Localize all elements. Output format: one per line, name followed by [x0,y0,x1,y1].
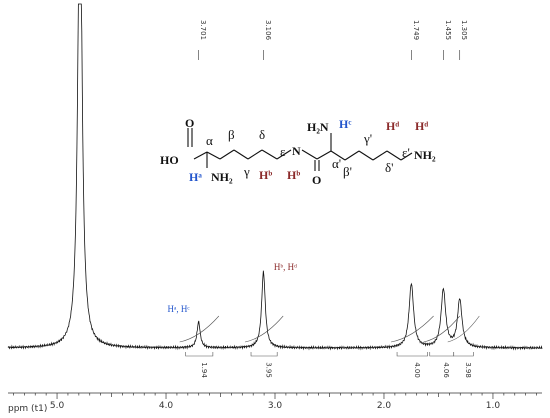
peak-shift-label: 1.455 [444,20,452,40]
label-nh: N [292,144,301,158]
label-delta: δ [259,127,265,142]
label-gamma: γ [243,164,250,179]
integral-bracket [429,352,455,357]
integral-value: 3.95 [265,362,273,378]
integral-bracket [250,352,278,357]
peak-shift-label: 3.701 [199,20,207,40]
label-ho: HO [160,153,179,167]
integral-bracket [396,352,428,357]
label-alpha-prime: α' [332,156,341,171]
label-h2n: H₂N [307,120,329,134]
peak-shift-label: 1.305 [460,20,468,40]
x-axis-label: ppm (t1) [8,404,47,414]
x-tick-label: 4.0 [159,401,174,411]
peak-annotation: Hᵇ, Hᵈ [274,262,297,272]
integral-value: 4.00 [413,362,421,378]
integral-bracket [185,352,214,357]
label-alpha: α [206,133,213,148]
peak-shift-label: 3.106 [264,20,272,41]
label-hd-2: Hᵈ [415,119,428,133]
label-ha: Hᵃ [189,170,202,184]
x-tick-label: 3.0 [268,401,283,411]
label-beta-prime: β' [343,164,352,179]
spectrum-trace [7,3,543,351]
structure-bonds [187,128,413,171]
label-o-carbonyl: O [185,116,194,130]
integral-value: 4.06 [442,362,450,378]
label-hb-1: Hᵇ [259,168,272,182]
integral-curve [423,315,460,343]
peak-annotations: Hᵃ, Hᶜ Hᵇ, Hᵈ [167,262,297,314]
label-gamma-prime: γ' [363,131,372,146]
label-nh2-right: NH₂ [414,148,436,162]
integral-value: 1.94 [200,362,208,378]
label-o-amide: O [312,173,321,187]
integral-value: 3.98 [464,362,472,378]
label-epsilon: ε [280,144,286,159]
x-tick-label: 5.0 [50,401,65,411]
integral-curve [179,315,220,343]
integral-bracket [453,352,474,357]
integrals: 1.94 3.95 4.00 4.06 3.98 [179,315,480,378]
label-hb-2: Hᵇ [287,168,300,182]
peak-labels: 3.701 3.106 1.749 1.455 1.305 [198,20,468,60]
label-delta-prime: δ' [385,160,393,175]
label-nh2-left: NH₂ [211,170,233,184]
chemical-structure: HO O α β γ δ ε N Hᵃ NH₂ Hᵇ Hᵇ O H₂N Hᶜ α… [160,116,436,187]
peak-shift-label: 1.749 [412,20,420,40]
x-axis: 5.0 4.0 3.0 2.0 1.0 [8,392,542,411]
peak-annotation: Hᵃ, Hᶜ [167,304,190,314]
label-hd-1: Hᵈ [386,119,399,133]
integral-curve [244,315,284,343]
label-epsilon-prime: ε' [402,145,410,160]
label-hc: Hᶜ [339,117,351,131]
x-tick-label: 1.0 [486,401,501,411]
x-tick-label: 2.0 [377,401,392,411]
integral-curve [447,315,480,343]
label-beta: β [228,127,235,142]
integral-curve [391,315,434,343]
